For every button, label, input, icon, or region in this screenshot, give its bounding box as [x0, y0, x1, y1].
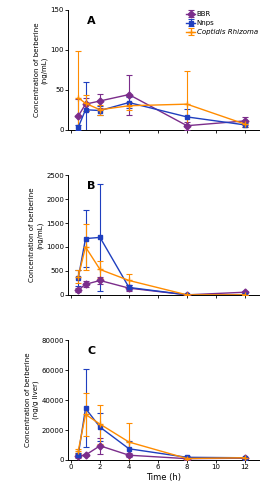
X-axis label: Time (h): Time (h) [146, 473, 181, 482]
Text: A: A [87, 16, 96, 26]
Legend: BBR, Nnps, Coptidis Rhizoma: BBR, Nnps, Coptidis Rhizoma [186, 10, 259, 35]
Text: C: C [87, 346, 95, 356]
Y-axis label: Concentration of berberine
(ng/g liver): Concentration of berberine (ng/g liver) [25, 353, 39, 448]
Y-axis label: Concentration of berberine
(ng/mL): Concentration of berberine (ng/mL) [34, 22, 48, 117]
Y-axis label: Concentration of berberine
(ng/mL): Concentration of berberine (ng/mL) [29, 188, 43, 282]
Text: B: B [87, 181, 96, 191]
